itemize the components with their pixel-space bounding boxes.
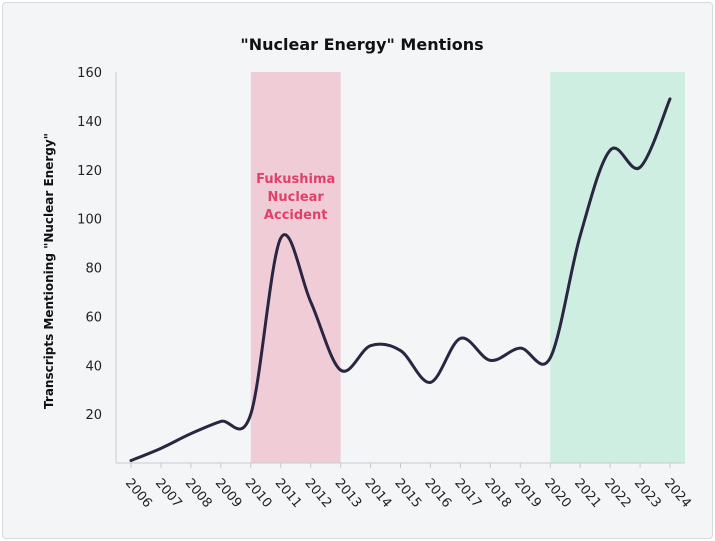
x-tick-label: 2021 [571,476,604,511]
x-tick-label: 2018 [481,476,514,511]
x-tick-label: 2020 [541,476,574,511]
y-axis-label: Transcripts Mentioning "Nuclear Energy" [42,133,56,409]
x-tick-label: 2019 [511,476,544,511]
x-tick-label: 2024 [661,476,694,511]
x-tick-label: 2012 [302,476,335,511]
y-tick-label: 60 [85,310,102,325]
y-tick-label: 140 [77,115,102,130]
line-chart: "Nuclear Energy" Mentions Transcripts Me… [42,35,694,511]
x-tick-label: 2010 [242,476,275,511]
y-tick-label: 20 [85,408,102,423]
x-tick-label: 2023 [631,476,664,511]
shaded-region-2020-2024 [550,72,685,463]
shaded-region-2010-2013 [250,72,341,463]
x-tick-label: 2008 [182,476,215,511]
y-tick-label: 80 [85,262,102,277]
annotation-label: Nuclear [268,190,325,205]
x-tick-label: 2013 [332,476,365,511]
series-line [129,97,672,463]
x-tick-label: 2007 [152,476,185,511]
x-tick-label: 2006 [122,476,155,511]
y-tick-label: 120 [77,164,102,179]
x-tick-label: 2016 [421,476,454,511]
chart-title: "Nuclear Energy" Mentions [240,35,483,54]
x-tick-label: 2017 [451,476,484,511]
annotation-label: Fukushima [256,172,335,187]
annotation-label: Accident [264,208,328,223]
x-tick-label: 2011 [272,476,305,511]
x-tick-label: 2015 [391,476,424,511]
y-tick-label: 100 [77,213,102,228]
x-tick-label: 2009 [212,476,245,511]
x-tick-label: 2014 [361,476,394,511]
y-tick-label: 160 [77,66,102,81]
y-tick-label: 40 [85,359,102,374]
x-tick-label: 2022 [601,476,634,511]
